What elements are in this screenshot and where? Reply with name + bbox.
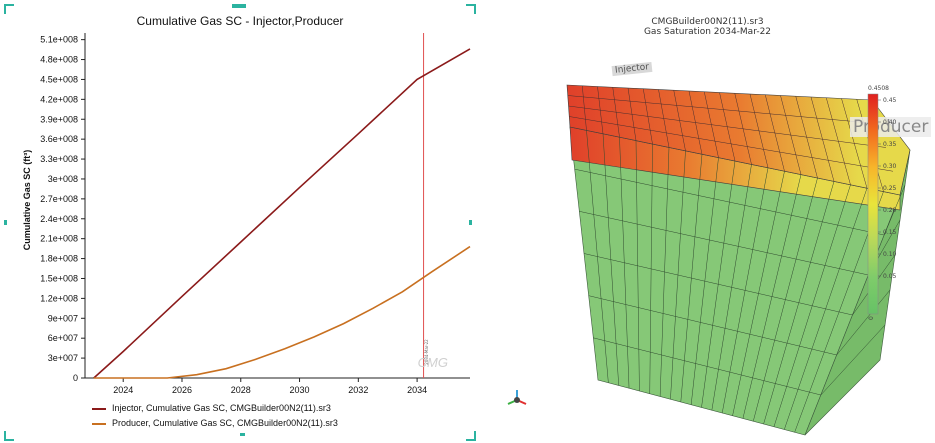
x-tick-label: 2028 xyxy=(231,385,251,395)
chart-panel[interactable]: Cumulative Gas SC - Injector,Producer Cu… xyxy=(0,0,527,443)
view-title-property: Gas Saturation 2034-Mar-22 xyxy=(643,27,772,37)
x-tick-label: 2034 xyxy=(407,385,427,395)
y-tick-label: 1.5e+008 xyxy=(40,273,78,283)
y-tick-label: 0 xyxy=(73,373,78,383)
selection-corner-top-left xyxy=(4,4,14,14)
reservoir-grid[interactable] xyxy=(480,0,935,443)
legend-label-producer: Producer, Cumulative Gas SC, CMGBuilder0… xyxy=(112,418,338,428)
grid-line xyxy=(820,324,886,396)
y-tick-label: 1.2e+008 xyxy=(40,293,78,303)
grid-line xyxy=(568,105,887,148)
grid-line xyxy=(836,289,891,356)
x-tick-label: 2026 xyxy=(172,385,192,395)
chart-title: Cumulative Gas SC - Injector,Producer xyxy=(137,14,344,28)
view-title-file: CMGBuilder00N2(11).sr3 xyxy=(651,17,764,27)
top-face xyxy=(566,84,911,196)
colorbar-tick-label: 0.35 xyxy=(883,141,897,148)
y-tick-label: 3.6e+008 xyxy=(40,134,78,144)
y-tick-label: 4.8e+008 xyxy=(40,55,78,65)
series-line-injector xyxy=(93,48,471,379)
grid-line xyxy=(567,95,880,124)
series-line-producer xyxy=(93,245,471,379)
legend-item-producer[interactable]: Producer, Cumulative Gas SC, CMGBuilder0… xyxy=(92,416,338,431)
x-tick-label: 2030 xyxy=(290,385,310,395)
cursor-date-label: 2034-Mar-22 xyxy=(424,339,429,365)
grid-cells xyxy=(566,84,911,436)
legend-swatch-producer xyxy=(92,422,106,425)
colorbar-tick-label: 0.05 xyxy=(883,273,897,280)
y-tick-label: 4.5e+008 xyxy=(40,74,78,84)
selection-corner-bottom-right xyxy=(466,431,476,441)
resize-handle-bottom[interactable] xyxy=(240,433,245,436)
y-tick-label: 2.7e+008 xyxy=(40,194,78,204)
line-chart: Cumulative Gas SC - Injector,Producer Cu… xyxy=(22,14,471,395)
grid-line xyxy=(593,337,821,396)
y-tick-label: 3e+008 xyxy=(48,174,78,184)
y-tick-label: 1.8e+008 xyxy=(40,254,78,264)
y-tick-label: 3e+007 xyxy=(48,353,78,363)
y-tick-label: 2.4e+008 xyxy=(40,214,78,224)
legend-label-injector: Injector, Cumulative Gas SC, CMGBuilder0… xyxy=(112,403,331,413)
legend-item-injector[interactable]: Injector, Cumulative Gas SC, CMGBuilder0… xyxy=(92,401,338,416)
colorbar-tick-label: 0.20 xyxy=(883,207,897,214)
x-tick-label: 2032 xyxy=(348,385,368,395)
plot-area: 0 3e+007 6e+007 9e+007 1.2e+008 1.5e+008 1.8e+… xyxy=(40,33,471,395)
reservoir-3d-panel[interactable]: CMGBuilder00N2(11).sr3 Gas Saturation 20… xyxy=(480,0,935,443)
x-tick-label: 2024 xyxy=(113,385,133,395)
grid-line xyxy=(883,184,906,236)
colorbar-tick-label: 0.10 xyxy=(883,251,897,258)
grid-line xyxy=(588,295,837,356)
resize-handle-left[interactable] xyxy=(4,220,7,225)
y-tick-label: 4.2e+008 xyxy=(40,94,78,104)
legend-swatch-injector xyxy=(92,407,106,410)
chart-watermark: CMG xyxy=(418,355,448,370)
color-bar: 0.4508 0.45 0.40 0.35 0.30 0.25 0.20 0.15 0.10 0… xyxy=(867,85,897,320)
resize-handle-top[interactable] xyxy=(232,4,246,8)
selection-corner-top-right xyxy=(466,4,476,14)
grid-line xyxy=(579,211,869,276)
colorbar-tick-label: 0.40 xyxy=(883,119,897,126)
y-tick-label: 2.1e+008 xyxy=(40,234,78,244)
grid-line xyxy=(583,253,853,316)
colorbar-tick-label: 0.45 xyxy=(883,97,897,104)
colorbar-tick-label: 0.15 xyxy=(883,229,897,236)
colorbar-min-label: 0 xyxy=(868,316,875,320)
chart-legend: Injector, Cumulative Gas SC, CMGBuilder0… xyxy=(92,401,338,431)
y-tick-label: 3.9e+008 xyxy=(40,114,78,124)
selection-corner-bottom-left xyxy=(4,431,14,441)
axis-triad-icon[interactable] xyxy=(505,388,529,412)
grid-line xyxy=(569,116,894,172)
resize-handle-right[interactable] xyxy=(469,220,472,225)
y-tick-label: 9e+007 xyxy=(48,313,78,323)
colorbar-tick-label: 0.30 xyxy=(883,163,897,170)
y-axis-label: Cumulative Gas SC (ft³) xyxy=(22,150,32,251)
y-tick-label: 3.3e+008 xyxy=(40,154,78,164)
colorbar-max-label: 0.4508 xyxy=(868,85,889,92)
y-tick-label: 5.1e+008 xyxy=(40,35,78,45)
colorbar-tick-label: 0.25 xyxy=(883,185,897,192)
y-tick-label: 6e+007 xyxy=(48,333,78,343)
grid-line xyxy=(574,168,885,236)
